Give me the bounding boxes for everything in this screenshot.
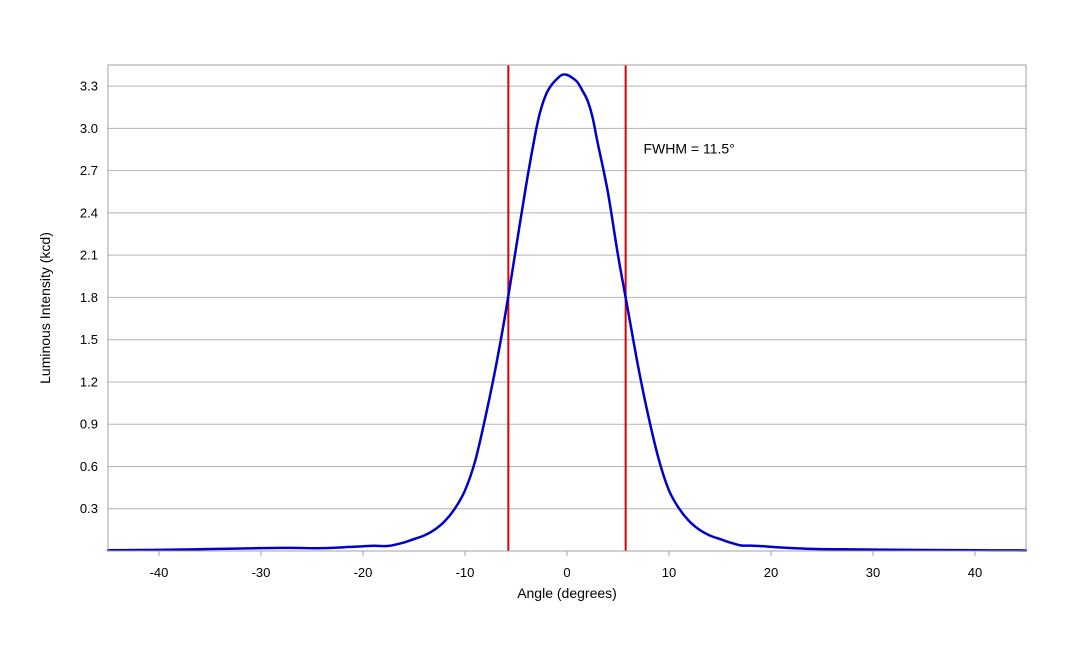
y-tick-label: 1.8 — [80, 290, 98, 305]
x-axis-ticks: -40 -30 -20 -10 0 10 20 30 40 — [150, 551, 982, 580]
annotations: FWHM = 11.5° — [644, 141, 735, 157]
x-tick-label: 30 — [866, 565, 880, 580]
y-axis-ticks: 0.3 0.6 0.9 1.2 1.5 1.8 2.1 2.4 2.7 3.0 3.3 — [80, 79, 98, 517]
y-tick-label: 3.0 — [80, 121, 98, 136]
x-tick-label: -20 — [354, 565, 373, 580]
y-tick-label: 1.2 — [80, 374, 98, 389]
x-axis-title: Angle (degrees) — [517, 585, 617, 601]
y-tick-label: 1.5 — [80, 332, 98, 347]
series-layer — [106, 73, 1028, 552]
fwhm-annotation: FWHM = 11.5° — [644, 141, 735, 157]
x-tick-label: -30 — [252, 565, 271, 580]
plot-area-frame — [107, 64, 1027, 552]
intensity-series-line — [106, 73, 1028, 552]
y-axis-title: Luminous Intensity (kcd) — [37, 232, 53, 384]
x-tick-label: 10 — [662, 565, 676, 580]
y-tick-label: 2.7 — [80, 163, 98, 178]
x-tick-label: -10 — [456, 565, 475, 580]
x-tick-label: -40 — [150, 565, 169, 580]
y-tick-label: 2.1 — [80, 248, 98, 263]
gridlines — [108, 85, 1026, 510]
x-tick-label: 20 — [764, 565, 778, 580]
y-tick-label: 0.6 — [80, 459, 98, 474]
y-tick-label: 0.3 — [80, 501, 98, 516]
y-tick-label: 3.3 — [80, 79, 98, 94]
x-tick-label: 0 — [563, 565, 570, 580]
fwhm-reference-lines — [507, 65, 627, 551]
y-tick-label: 0.9 — [80, 417, 98, 432]
x-tick-label: 40 — [968, 565, 982, 580]
y-tick-label: 2.4 — [80, 205, 98, 220]
